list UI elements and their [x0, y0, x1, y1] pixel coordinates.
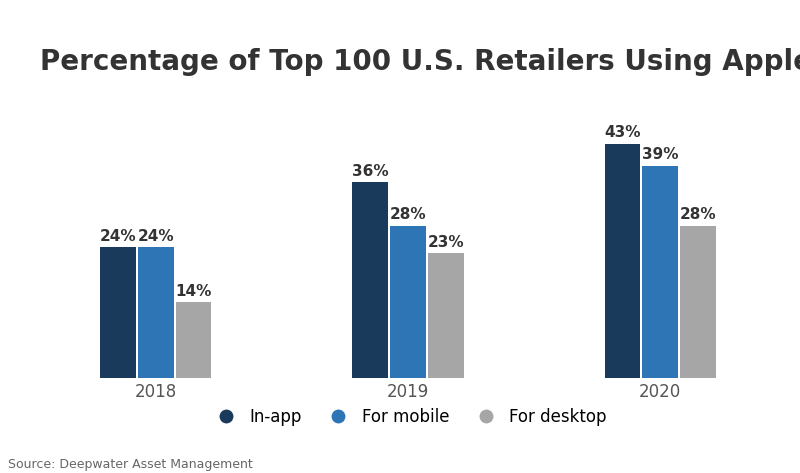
Legend: In-app, For mobile, For desktop: In-app, For mobile, For desktop	[202, 401, 614, 432]
Bar	[605, 144, 641, 378]
Bar	[100, 247, 136, 378]
Bar	[428, 253, 464, 378]
Text: Percentage of Top 100 U.S. Retailers Using Apple Pay: Percentage of Top 100 U.S. Retailers Usi…	[40, 48, 800, 76]
Bar	[642, 166, 678, 378]
Text: 23%: 23%	[427, 235, 464, 250]
Text: 24%: 24%	[99, 229, 136, 244]
Text: 39%: 39%	[642, 147, 678, 162]
Bar	[680, 226, 716, 378]
Text: 28%: 28%	[390, 207, 426, 222]
Text: Source: Deepwater Asset Management: Source: Deepwater Asset Management	[8, 458, 253, 471]
Text: 36%: 36%	[352, 164, 389, 179]
Bar	[390, 226, 426, 378]
Text: 43%: 43%	[604, 125, 641, 140]
Text: 14%: 14%	[175, 284, 212, 299]
Text: 28%: 28%	[680, 207, 717, 222]
Text: 24%: 24%	[138, 229, 174, 244]
Bar	[175, 302, 211, 378]
Bar	[352, 182, 388, 378]
Bar	[138, 247, 174, 378]
